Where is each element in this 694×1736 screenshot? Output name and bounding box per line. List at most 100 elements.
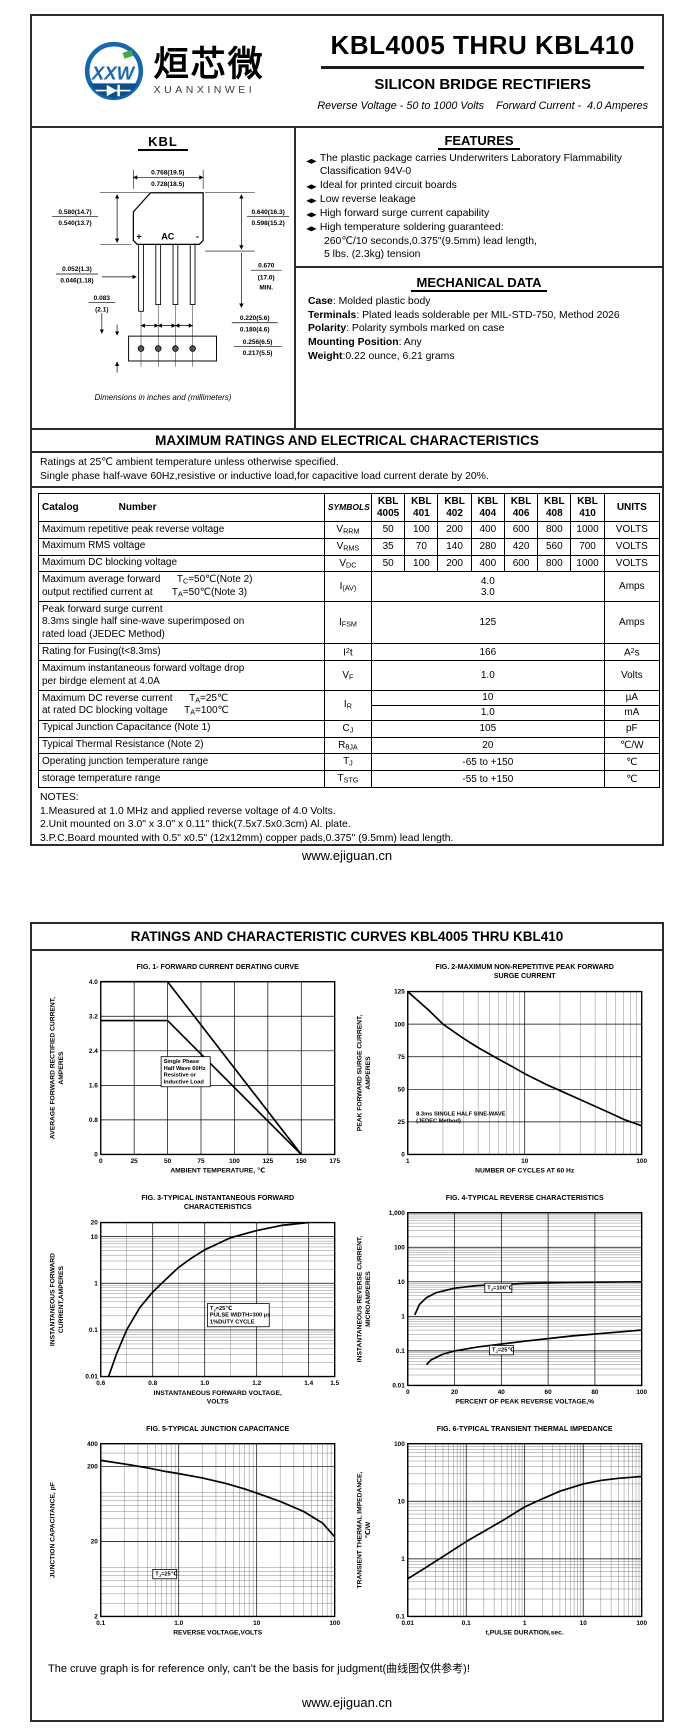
svg-text:2: 2	[94, 1614, 98, 1621]
table-cell: 420	[503, 537, 539, 556]
curve	[107, 1221, 309, 1377]
feature-item: ◆ Low reverse leakage	[306, 194, 650, 207]
mounting-plate	[128, 335, 218, 362]
table-cell: Maximum repetitive peak reverse voltage	[38, 521, 325, 539]
svg-text:TJ=100℃: TJ=100℃	[487, 1284, 513, 1292]
table-cell: 400	[470, 554, 505, 573]
feature-item: ◆ High forward surge current capability	[306, 208, 650, 221]
svg-text:100: 100	[229, 1158, 240, 1165]
table-cell: Volts	[603, 660, 661, 691]
svg-text:0.01: 0.01	[85, 1374, 98, 1381]
table-row: Maximum DC blocking voltage VDC 50 100 200 40…	[38, 554, 661, 573]
svg-text:℃/W: ℃/W	[364, 1521, 372, 1538]
fig3-svg: 0.6 0.8 1.0 1.2 1.4 1.5 0.01 0.1 1 10 20 TJ=25℃PULS…	[49, 1194, 339, 1406]
table-cell: 100	[404, 521, 439, 539]
svg-text:TJ=25℃: TJ=25℃	[155, 1571, 177, 1579]
curves-grid: 0 25 50 75 100 125 150 175 0 0.8 1.6 2.4 3.2 4.0 Singl…	[32, 951, 662, 1650]
table-cell: 400	[470, 521, 505, 539]
curves-page: RATINGS AND CHARACTERISTIC CURVES KBL400…	[30, 922, 664, 1722]
table-row: Maximum repetitive peak reverse voltage V…	[38, 521, 661, 539]
table-cell: 600	[503, 554, 539, 573]
svg-text:AMPERES: AMPERES	[58, 1051, 65, 1085]
ratings-table: Catalog Number SYMBOLS KBL 4005 KBL 401 KBL 402 K…	[38, 493, 661, 788]
table-cell: 125	[371, 601, 605, 645]
fig5-svg: 0.1 1.0 10 100 2 20 200 400 TJ=25℃ FIG. 5-TYPICAL…	[49, 1425, 340, 1637]
table-cell: VRMS	[323, 537, 373, 556]
fig1-plot-area: 0 25 50 75 100 125 150 175 0 0.8 1.6 2.4 3.2 4.0 Singl…	[88, 979, 340, 1165]
package-name: KBL	[138, 134, 188, 151]
svg-text:20: 20	[90, 1539, 98, 1546]
reference-disclaimer: The cruve graph is for reference only, c…	[48, 1663, 470, 1675]
dim-top-min: 0.728(18.5)	[151, 181, 184, 188]
svg-text:NUMBER OF CYCLES AT 60 Hz: NUMBER OF CYCLES AT 60 Hz	[475, 1168, 575, 1175]
dim-leadlen-min-label: MIN.	[259, 284, 273, 291]
note-line: 2.Unit mounted on 3.0" x 3.0" x 0.11" th…	[40, 819, 351, 831]
title-block: KBL4005 THRU KBL410 SILICON BRIDGE RECTI…	[313, 30, 662, 112]
dim-pitch-max: 0.220(5.6)	[240, 315, 270, 322]
voltage-current-tagline: Reverse Voltage - 50 to 1000 Volts Forwa…	[317, 99, 648, 112]
plot-border	[99, 981, 335, 1156]
preamble-line-2: Single phase half-wave 60Hz,resistive or…	[40, 470, 489, 482]
svg-text:20: 20	[90, 1220, 98, 1227]
fig4-plot-area: 0 20 40 60 80 100 0.01 0.1 1 10 100 1,000 TJ=100℃ TJ=…	[388, 1210, 647, 1396]
svg-text:1.6: 1.6	[88, 1083, 97, 1090]
plot-border	[406, 1443, 642, 1618]
table-row: Maximum instantaneous forward voltage dr…	[38, 660, 661, 691]
table-cell: I(AV)	[323, 571, 373, 603]
table-cell: pF	[603, 719, 661, 738]
page-title: KBL4005 THRU KBL410	[330, 30, 635, 61]
table-cell: 50	[371, 554, 406, 573]
table-cell: KBL 410	[570, 493, 605, 523]
svg-text:t,PULSE DURATION,sec.: t,PULSE DURATION,sec.	[485, 1630, 563, 1637]
curve	[406, 1475, 642, 1580]
table-cell: ℃	[603, 753, 661, 772]
diode-icon	[106, 84, 117, 97]
mechanical-data-section: MECHANICAL DATA Case: Molded plastic bod…	[296, 268, 662, 364]
table-cell: 35	[371, 537, 406, 556]
svg-text:Single Phase: Single Phase	[163, 1059, 199, 1065]
table-cell: KBL 406	[503, 493, 539, 523]
dim-left-max: 0.580(14.7)	[58, 209, 91, 216]
svg-text:0: 0	[401, 1152, 405, 1159]
table-cell: Catalog Number	[38, 493, 325, 523]
table-cell: Maximum instantaneous forward voltage dr…	[38, 660, 325, 691]
svg-text:100: 100	[394, 1021, 405, 1028]
svg-text:0: 0	[94, 1152, 98, 1159]
table-cell: mA	[603, 704, 661, 721]
table-cell: I2t	[323, 643, 373, 662]
ac-marking: AC	[161, 232, 175, 242]
svg-text:50: 50	[397, 1086, 405, 1093]
svg-text:175: 175	[329, 1158, 340, 1165]
dim-leadw-max: 0.052(1.3)	[62, 266, 92, 273]
svg-text:FIG. 6-TYPICAL TRANSIENT THERM: FIG. 6-TYPICAL TRANSIENT THERMAL IMPEDAN…	[436, 1425, 612, 1433]
svg-text:10: 10	[90, 1234, 98, 1241]
table-cell: 280	[470, 537, 505, 556]
feature-text: High forward surge current capability	[319, 208, 490, 220]
plot-border	[99, 1443, 335, 1618]
table-cell: Typical Junction Capacitance (Note 1)	[38, 719, 325, 738]
logo-green-accent	[122, 49, 133, 59]
svg-text:(JEDEC Method): (JEDEC Method)	[416, 1118, 461, 1124]
feature-text: High temperature soldering guaranteed:	[319, 222, 504, 234]
bullet-icon: ◆	[306, 196, 317, 204]
table-row: Maximum DC reverse current TA=25℃ at rate…	[38, 689, 661, 721]
table-cell: A2s	[603, 643, 661, 662]
table-cell: VOLTS	[603, 554, 661, 573]
table-cell: KBL 401	[404, 493, 439, 523]
feature-item: ◆ The plastic package carries Underwriter…	[306, 153, 650, 178]
svg-text:1: 1	[522, 1620, 526, 1627]
brand-chinese: 烜芯微	[153, 44, 265, 84]
table-cell: 700	[570, 537, 605, 556]
table-cell: VF	[323, 660, 373, 691]
table-cell: UNITS	[603, 493, 661, 523]
svg-text:AMBIENT TEMPERATURE, ℃: AMBIENT TEMPERATURE, ℃	[170, 1167, 265, 1175]
table-row: storage temperature range TSTG -55 to +150…	[38, 770, 661, 788]
svg-text:1.5: 1.5	[330, 1380, 339, 1387]
svg-text:1.0: 1.0	[174, 1620, 183, 1627]
curve	[100, 1019, 302, 1156]
table-row: Maximum RMS voltage VRMS 35 70 140 280 420 560 7…	[38, 537, 661, 556]
table-cell: 20	[371, 736, 605, 755]
svg-text:0.01: 0.01	[401, 1620, 414, 1627]
svg-text:10: 10	[521, 1158, 529, 1165]
